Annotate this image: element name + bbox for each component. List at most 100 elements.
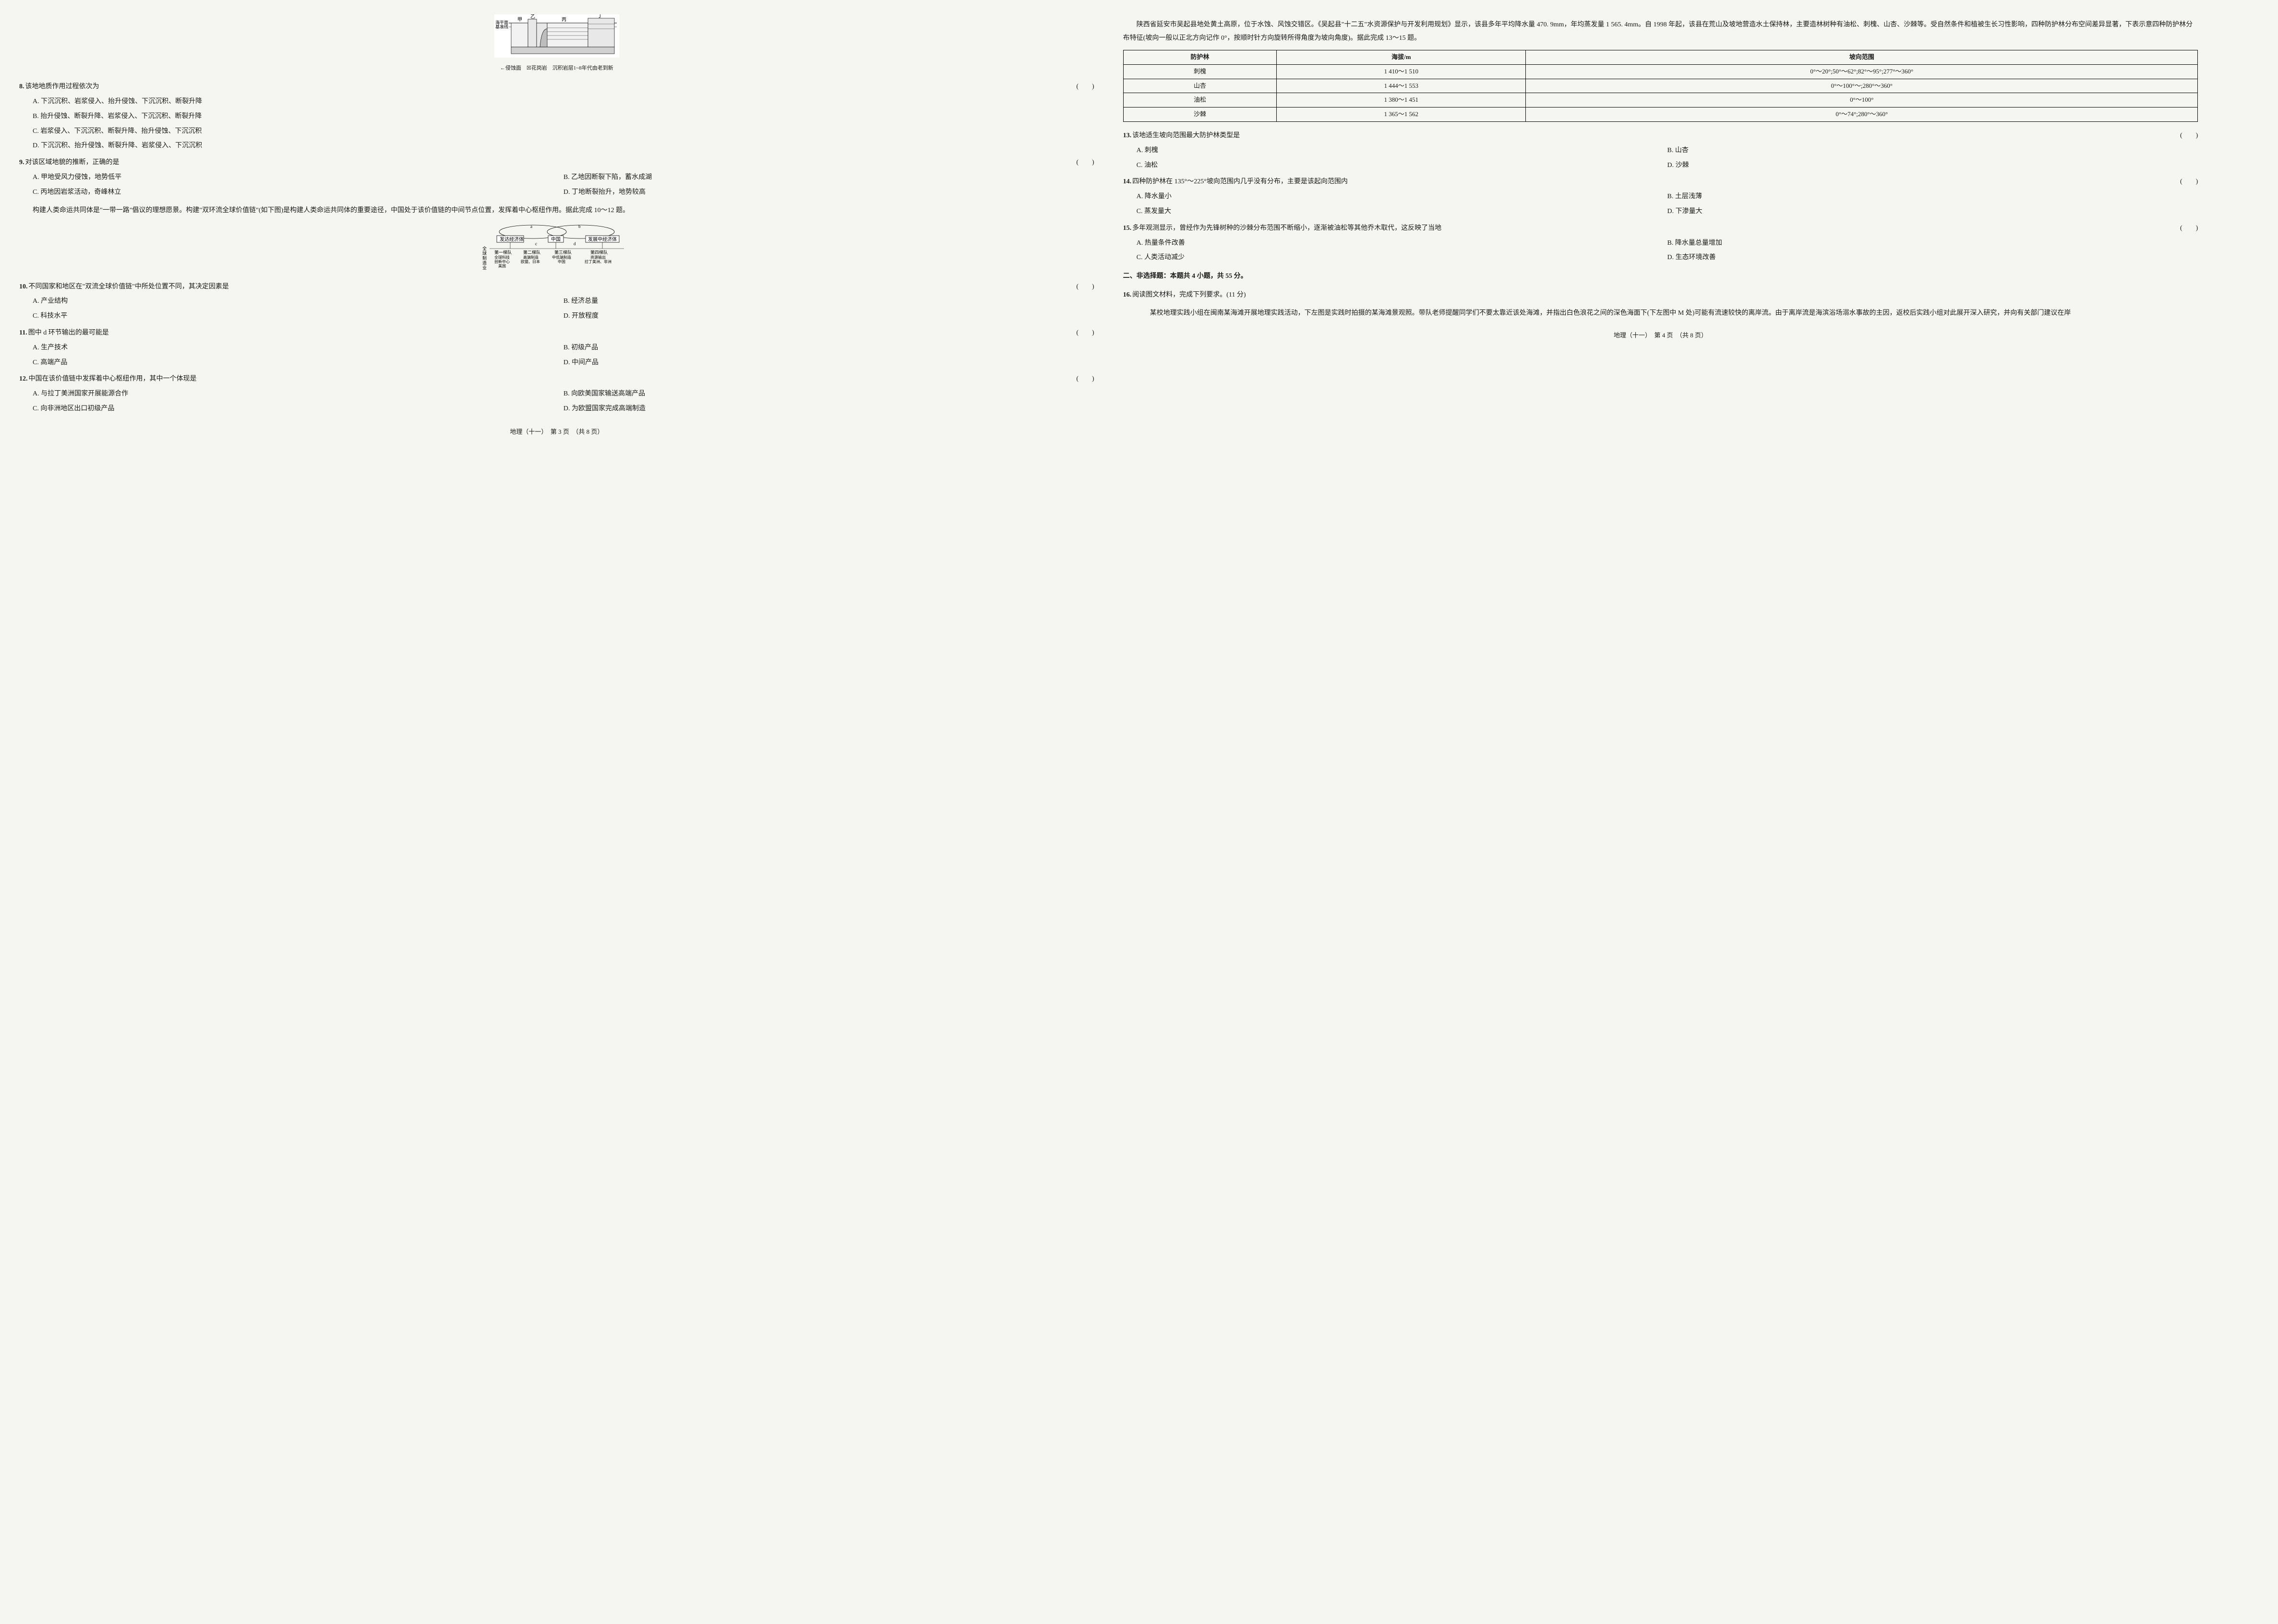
side-label-1: 全	[482, 246, 487, 251]
question-11: 11. 图中 d 环节输出的最可能是 ( ) A. 生产技术 B. 初级产品 C…	[19, 326, 1094, 370]
tier2d-1: 高端制造	[523, 255, 539, 260]
tier1d-1: 全球科技	[494, 255, 510, 260]
th-forest: 防护林	[1123, 50, 1276, 65]
cell: 刺槐	[1123, 64, 1276, 79]
q8-opt-c: C. 岩浆侵入、下沉沉积、断裂升降、抬升侵蚀、下沉沉积	[33, 124, 1094, 139]
q11-opt-b: B. 初级产品	[564, 341, 1094, 356]
table-header-row: 防护林 海拔/m 坡向范围	[1123, 50, 2198, 65]
footer-right: 地理（十一） 第 4 页 （共 8 页）	[1123, 329, 2198, 343]
q9-text: 对该区域地貌的推断，正确的是	[25, 155, 1067, 170]
tier1d-2: 创新中心	[494, 259, 510, 264]
side-label-3: 制	[482, 255, 487, 261]
side-label-4: 造	[482, 260, 487, 265]
node-developing: 发展中经济体	[588, 236, 617, 242]
q10-number: 10.	[19, 280, 28, 295]
q8-paren: ( )	[1076, 80, 1094, 95]
q15-opt-d: D. 生态环境改善	[1667, 251, 2198, 265]
q13-opt-c: C. 油松	[1137, 158, 1667, 173]
label-jia: 甲	[517, 17, 522, 23]
q13-number: 13.	[1123, 129, 1132, 143]
q12-paren: ( )	[1076, 372, 1094, 387]
q8-opt-a: A. 下沉沉积、岩浆侵入、抬升侵蚀、下沉沉积、断裂升降	[33, 95, 1094, 109]
q12-opt-c: C. 向非洲地区出口初级产品	[33, 402, 564, 417]
cell: 0°～100°～;280°～360°	[1526, 79, 2198, 93]
q9-opt-d: D. 丁地断裂抬升，地势较高	[564, 185, 1094, 200]
cell: 0°～74°;280°～360°	[1526, 107, 2198, 122]
cell: 1 365～1 562	[1277, 107, 1526, 122]
q11-number: 11.	[19, 326, 27, 341]
cell: 1 410～1 510	[1277, 64, 1526, 79]
tier3d-2: 中国	[558, 259, 565, 264]
q11-paren: ( )	[1076, 326, 1094, 341]
q12-number: 12.	[19, 372, 28, 387]
forest-table: 防护林 海拔/m 坡向范围 刺槐 1 410～1 510 0°～20°;50°～…	[1123, 50, 2198, 122]
q15-opt-c: C. 人类活动减少	[1137, 251, 1667, 265]
q14-opt-c: C. 蒸发量大	[1137, 204, 1667, 219]
passage-16: 某校地理实践小组在闽南某海滩开展地理实践活动，下左图是实践时拍摄的某海滩景观照。…	[1137, 307, 2198, 320]
tier2d-2: 欧盟、日本	[521, 259, 540, 264]
right-page: 陕西省延安市吴起县地处黄土高原，位于水蚀、风蚀交错区。《吴起县"十二五"水资源保…	[1123, 14, 2198, 439]
q14-paren: ( )	[2180, 175, 2198, 190]
q10-opt-a: A. 产业结构	[33, 294, 564, 309]
question-8: 8. 该地地质作用过程依次为 ( ) A. 下沉沉积、岩浆侵入、抬升侵蚀、下沉沉…	[19, 80, 1094, 154]
tier1: 第一梯队	[494, 250, 512, 255]
q13-text: 该地适生坡向范围最大防护林类型是	[1132, 129, 2170, 143]
q14-opt-d: D. 下渗量大	[1667, 204, 2198, 219]
passage-13-15: 陕西省延安市吴起县地处黄土高原，位于水蚀、风蚀交错区。《吴起县"十二五"水资源保…	[1123, 18, 2198, 45]
q10-opt-b: B. 经济总量	[564, 294, 1094, 309]
label-baseline: 基准线	[495, 24, 508, 29]
q14-text: 四种防护林在 135°～225°坡向范围内几乎没有分布，主要是该起向范围内	[1132, 175, 2170, 190]
q8-opt-d: D. 下沉沉积、抬升侵蚀、断裂升降、岩浆侵入、下沉沉积	[33, 139, 1094, 154]
q15-number: 15.	[1123, 221, 1132, 236]
section-2-heading: 二、非选择题：本题共 4 小题，共 55 分。	[1123, 269, 2198, 284]
q10-paren: ( )	[1076, 280, 1094, 295]
side-label-5: 业	[482, 265, 487, 270]
q15-opt-a: A. 热量条件改善	[1137, 236, 1667, 251]
q8-text: 该地地质作用过程依次为	[25, 80, 1067, 95]
cell: 沙棘	[1123, 107, 1276, 122]
geology-legend: ←侵蚀面 ☒花岗岩 沉积岩层1~8年代由老到新	[19, 62, 1094, 74]
q8-number: 8.	[19, 80, 24, 95]
cell: 0°～20°;50°～62°;82°～95°;277°～360°	[1526, 64, 2198, 79]
question-12: 12. 中国在该价值链中发挥着中心枢纽作用，其中一个体现是 ( ) A. 与拉丁…	[19, 372, 1094, 416]
edge-a: a	[530, 224, 532, 229]
edge-b: b	[578, 224, 581, 229]
footer-left: 地理（十一） 第 3 页 （共 8 页）	[19, 425, 1094, 439]
cell: 1 380～1 451	[1277, 93, 1526, 107]
q15-paren: ( )	[2180, 221, 2198, 236]
q13-opt-a: A. 刺槐	[1137, 143, 1667, 158]
q9-opt-c: C. 丙地因岩浆活动，奇峰林立	[33, 185, 564, 200]
label-bing: 丙	[562, 17, 566, 23]
th-aspect: 坡向范围	[1526, 50, 2198, 65]
question-16: 16. 阅读图文材料，完成下列要求。(11 分)	[1123, 288, 2198, 303]
q10-opt-c: C. 科技水平	[33, 309, 564, 324]
cell: 1 444～1 553	[1277, 79, 1526, 93]
q10-text: 不同国家和地区在"双流全球价值链"中所处位置不同，其决定因素是	[29, 280, 1067, 295]
q14-number: 14.	[1123, 175, 1132, 190]
q13-paren: ( )	[2180, 129, 2198, 143]
q9-number: 9.	[19, 155, 24, 170]
question-13: 13. 该地适生坡向范围最大防护林类型是 ( ) A. 刺槐 B. 山杏 C. …	[1123, 129, 2198, 173]
value-chain-diagram: 发达经济体 中国 发展中经济体 a b c d 全 球 制 造 业 第一梯队 全…	[480, 222, 634, 275]
q15-opt-b: B. 降水量总量增加	[1667, 236, 2198, 251]
tier1d-3: 美国	[498, 263, 506, 268]
tier3: 第三梯队	[554, 250, 572, 255]
q8-opt-b: B. 抬升侵蚀、断裂升降、岩浆侵入、下沉沉积、断裂升降	[33, 109, 1094, 124]
q16-number: 16.	[1123, 288, 1132, 303]
q9-opt-a: A. 甲地受风力侵蚀，地势低平	[33, 170, 564, 185]
q14-opt-a: A. 降水量小	[1137, 190, 1667, 204]
q12-opt-a: A. 与拉丁美洲国家开展能源合作	[33, 387, 564, 402]
side-label-2: 球	[482, 251, 487, 256]
q15-text: 多年观测显示，曾经作为先锋树种的沙棘分布范围不断缩小，逐渐被油松等其他乔木取代，…	[1132, 221, 2170, 236]
table-row: 油松 1 380～1 451 0°～100°	[1123, 93, 2198, 107]
q11-opt-c: C. 高端产品	[33, 356, 564, 370]
edge-d: d	[574, 241, 576, 246]
q14-opt-b: B. 土层浅薄	[1667, 190, 2198, 204]
q11-opt-d: D. 中间产品	[564, 356, 1094, 370]
question-9: 9. 对该区域地貌的推断，正确的是 ( ) A. 甲地受风力侵蚀，地势低平 B.…	[19, 155, 1094, 200]
tier4d-1: 资源输出	[590, 255, 606, 260]
tier4: 第四梯队	[590, 250, 608, 255]
cell: 油松	[1123, 93, 1276, 107]
q12-opt-b: B. 向欧美国家输送高端产品	[564, 387, 1094, 402]
q12-text: 中国在该价值链中发挥着中心枢纽作用，其中一个体现是	[29, 372, 1067, 387]
